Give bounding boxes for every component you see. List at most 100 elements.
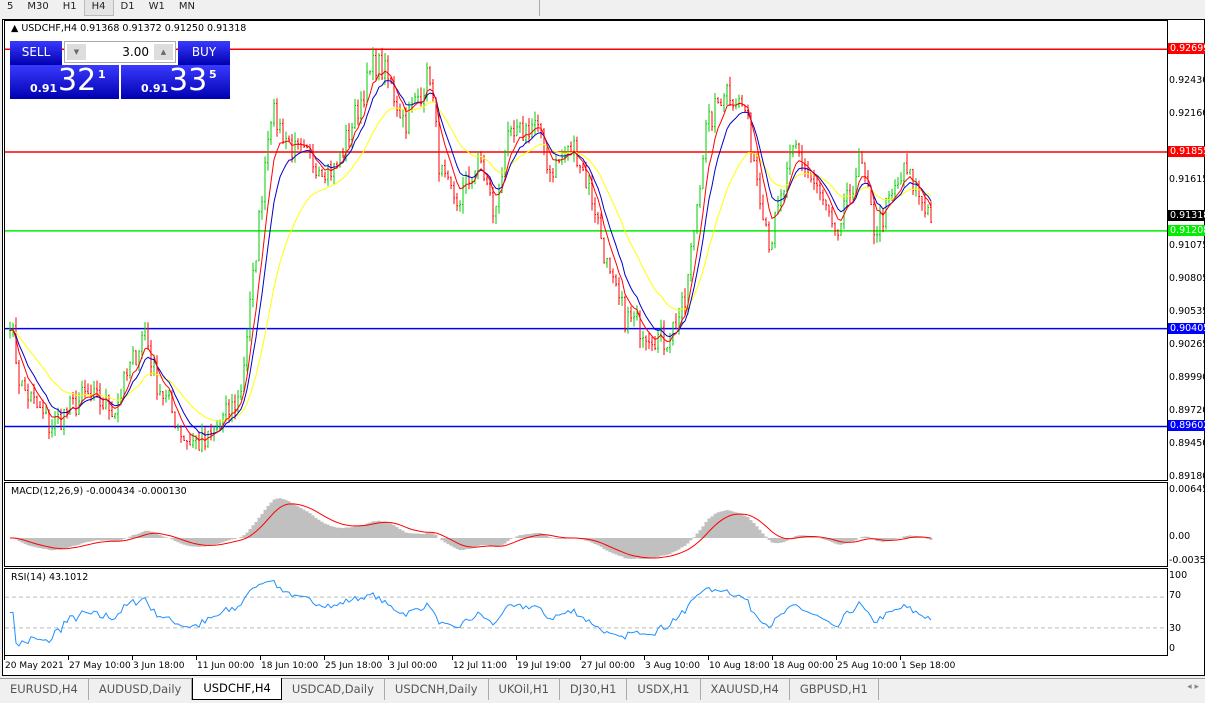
macd-histogram-bar [704, 522, 708, 538]
level-price-label: 0.91855 [1168, 146, 1205, 158]
macd-histogram-bar [842, 538, 846, 544]
macd-histogram-bar [335, 527, 339, 538]
macd-histogram-bar [785, 538, 789, 541]
macd-histogram-bar [926, 538, 930, 539]
macd-histogram-bar [200, 538, 204, 547]
price-axis-label: 0.90805 [1169, 272, 1205, 284]
macd-histogram-bar [287, 501, 291, 538]
macd-histogram-bar [356, 525, 360, 538]
volume-decrease-icon[interactable]: ▼ [67, 44, 86, 60]
macd-histogram-bar [482, 538, 486, 546]
macd-histogram-bar [830, 538, 834, 543]
macd-histogram-bar [104, 538, 108, 541]
macd-histogram-bar [845, 538, 849, 543]
macd-histogram-bar [722, 510, 726, 538]
macd-histogram-bar [410, 533, 414, 538]
volume-value[interactable]: 3.00 [122, 45, 149, 59]
tab-usdx-h1[interactable]: USDX,H1 [627, 679, 701, 700]
timeframe-5[interactable]: 5 [7, 1, 14, 12]
macd-histogram-bar [392, 525, 396, 538]
tab-usdcad-daily[interactable]: USDCAD,Daily [282, 679, 385, 700]
macd-axis-label: 0.00 [1169, 531, 1191, 542]
macd-histogram-bar [110, 538, 114, 541]
tab-eurusd-h4[interactable]: EURUSD,H4 [0, 679, 89, 700]
buy-price[interactable]: 0.91 33 5 [121, 63, 230, 99]
macd-histogram-bar [152, 531, 156, 538]
buy-button[interactable]: BUY [178, 41, 230, 65]
macd-histogram-bar [431, 533, 435, 538]
time-axis-label: 25 Jun 18:00 [325, 661, 383, 671]
timeframe-M30[interactable]: M30 [27, 1, 49, 12]
macd-histogram-bar [95, 538, 99, 541]
macd-histogram-bar [323, 523, 327, 538]
timeframe-MN[interactable]: MN [178, 1, 195, 12]
macd-histogram-bar [668, 538, 672, 555]
macd-pane[interactable]: MACD(12,26,9) -0.000434 -0.000130 [4, 482, 1168, 567]
macd-histogram-bar [737, 513, 741, 538]
macd-histogram-bar [821, 538, 825, 540]
time-axis-label: 25 Aug 10:00 [837, 661, 898, 671]
macd-histogram-bar [515, 536, 519, 538]
macd-histogram-bar [377, 520, 381, 538]
timeframe-H1[interactable]: H1 [62, 1, 77, 12]
macd-histogram-bar [509, 538, 513, 540]
rsi-pane[interactable]: RSI(14) 43.1012 [4, 568, 1168, 656]
macd-histogram-bar [653, 538, 657, 559]
macd-histogram-bar [362, 524, 366, 538]
tab-audusd-daily[interactable]: AUDUSD,Daily [89, 679, 193, 700]
tab-usdcnh-daily[interactable]: USDCNH,Daily [385, 679, 489, 700]
macd-histogram-bar [155, 533, 159, 538]
tab-dj30-h1[interactable]: DJ30,H1 [560, 679, 628, 700]
macd-histogram-bar [521, 534, 525, 538]
macd-histogram-bar [782, 538, 786, 543]
sell-price[interactable]: 0.91 32 1 [10, 63, 119, 99]
macd-histogram-bar [434, 534, 438, 538]
price-chart [5, 47, 1167, 453]
macd-histogram-bar [140, 532, 144, 538]
tab-ukoil-h1[interactable]: UKOil,H1 [489, 679, 560, 700]
macd-histogram-bar [683, 538, 687, 547]
macd-histogram-bar [248, 529, 252, 538]
time-axis-label: 18 Aug 00:00 [773, 661, 834, 671]
time-axis-label: 10 Aug 18:00 [709, 661, 770, 671]
sell-price-big: 32 [58, 63, 97, 98]
timeframe-D1[interactable]: D1 [120, 1, 135, 12]
volume-field[interactable]: ▼ 3.00 ▲ [64, 41, 176, 63]
tab-xauusd-h4[interactable]: XAUUSD,H4 [701, 679, 790, 700]
macd-histogram-bar [83, 538, 87, 543]
tab-usdchf-h4[interactable]: USDCHF,H4 [192, 678, 282, 700]
one-click-trading-panel: SELL ▼ 3.00 ▲ BUY 0.91 32 1 0.91 33 5 [10, 41, 230, 118]
macd-histogram-bar [797, 535, 801, 538]
macd-histogram-bar [371, 521, 375, 538]
macd-histogram-bar [488, 538, 492, 546]
macd-histogram-bar [263, 509, 267, 538]
macd-histogram-bar [770, 538, 774, 543]
rsi-line [10, 579, 932, 647]
macd-histogram-bar [137, 533, 141, 538]
macd-histogram-bar [401, 530, 405, 538]
macd-histogram-bar [107, 538, 111, 541]
macd-histogram-bar [764, 536, 768, 538]
chart-window[interactable]: ▲ USDCHF,H4 0.91368 0.91372 0.91250 0.91… [2, 19, 1205, 676]
macd-histogram-bar [332, 526, 336, 538]
macd-histogram-bar [122, 538, 126, 539]
macd-histogram-bar [518, 535, 522, 538]
macd-histogram-bar [344, 527, 348, 538]
macd-histogram-bar [128, 536, 132, 538]
macd-histogram-bar [404, 532, 408, 538]
macd-histogram-bar [227, 538, 231, 541]
timeframe-W1[interactable]: W1 [148, 1, 165, 12]
macd-histogram-bar [611, 538, 615, 554]
timeframe-H4[interactable]: H4 [83, 0, 114, 16]
macd-histogram-bar [425, 532, 429, 538]
price-pane[interactable]: ▲ USDCHF,H4 0.91368 0.91372 0.91250 0.91… [4, 20, 1168, 481]
macd-histogram-bar [173, 538, 177, 542]
time-tick [452, 656, 453, 660]
tab-scroll-arrows-icon[interactable]: ◂ ▸ [1187, 682, 1199, 692]
tab-gbpusd-h1[interactable]: GBPUSD,H1 [790, 679, 879, 700]
macd-histogram-bar [890, 538, 894, 541]
macd-histogram-bar [182, 538, 186, 545]
sell-button[interactable]: SELL [10, 41, 62, 65]
volume-increase-icon[interactable]: ▲ [154, 44, 173, 60]
time-tick [388, 656, 389, 660]
